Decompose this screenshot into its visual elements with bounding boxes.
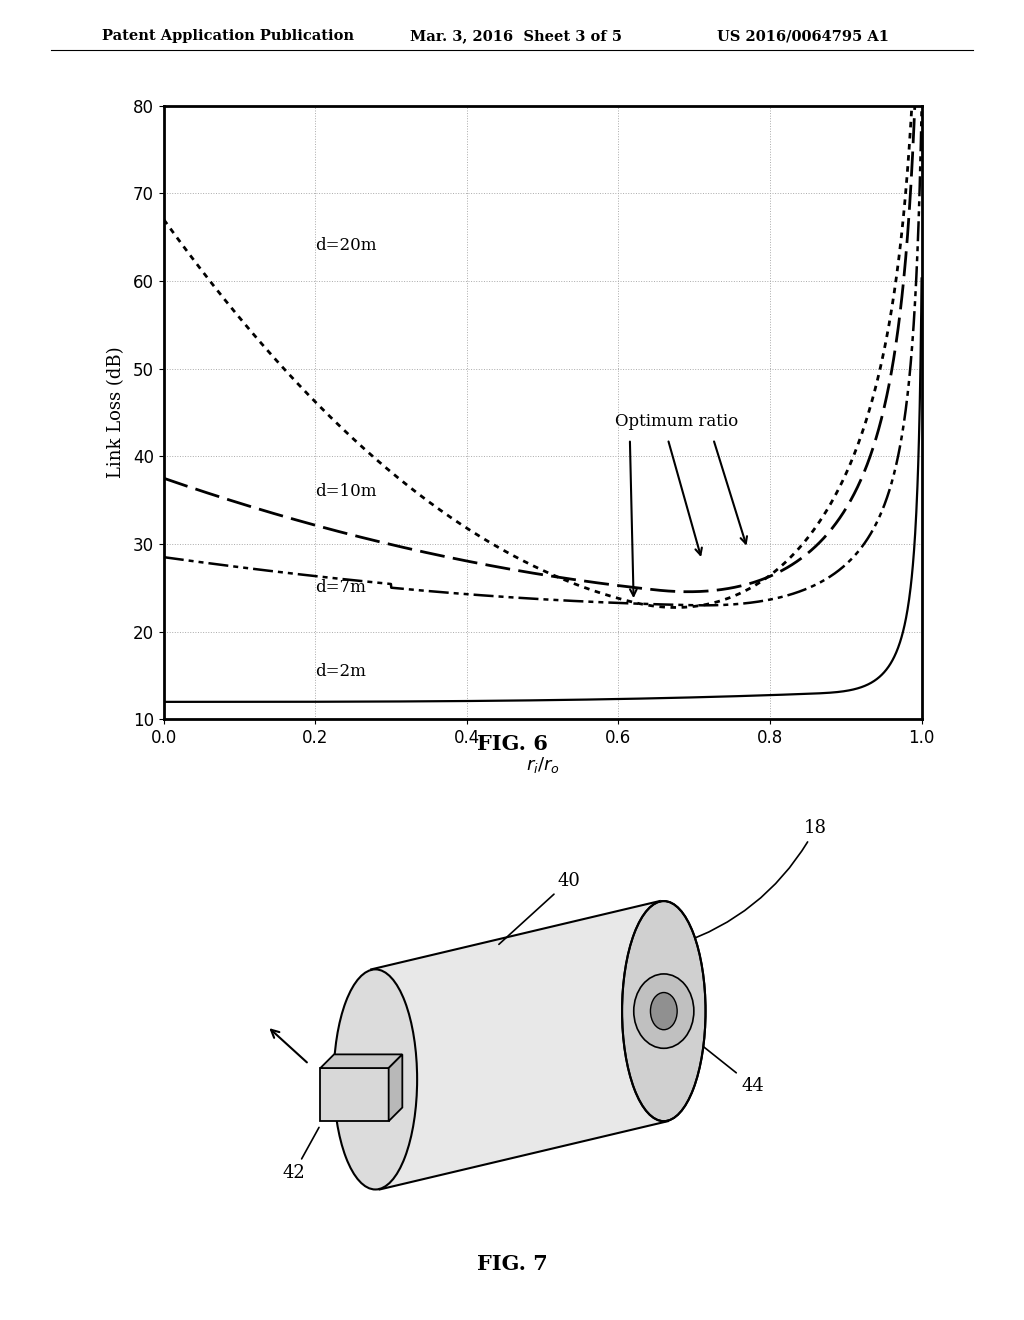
Text: d=10m: d=10m (315, 483, 377, 500)
Ellipse shape (622, 902, 706, 1121)
Text: Optimum ratio: Optimum ratio (614, 413, 738, 429)
Y-axis label: Link Loss (dB): Link Loss (dB) (106, 347, 125, 478)
Text: 40: 40 (499, 871, 581, 944)
Polygon shape (389, 1055, 402, 1121)
Text: 44: 44 (688, 1034, 764, 1094)
Ellipse shape (634, 974, 694, 1048)
Text: 18: 18 (679, 818, 827, 944)
Polygon shape (321, 1068, 389, 1121)
Ellipse shape (334, 969, 417, 1189)
Text: FIG. 6: FIG. 6 (476, 734, 548, 754)
X-axis label: $r_i/r_o$: $r_i/r_o$ (525, 755, 560, 775)
Text: Mar. 3, 2016  Sheet 3 of 5: Mar. 3, 2016 Sheet 3 of 5 (410, 29, 622, 44)
Text: US 2016/0064795 A1: US 2016/0064795 A1 (717, 29, 889, 44)
Text: d=20m: d=20m (315, 238, 377, 255)
Text: 42: 42 (283, 1127, 319, 1183)
Polygon shape (321, 1055, 402, 1068)
Polygon shape (372, 902, 668, 1189)
Text: d=7m: d=7m (315, 579, 367, 597)
Text: Patent Application Publication: Patent Application Publication (102, 29, 354, 44)
Text: FIG. 7: FIG. 7 (476, 1254, 548, 1274)
Ellipse shape (650, 993, 677, 1030)
Text: d=2m: d=2m (315, 663, 367, 680)
